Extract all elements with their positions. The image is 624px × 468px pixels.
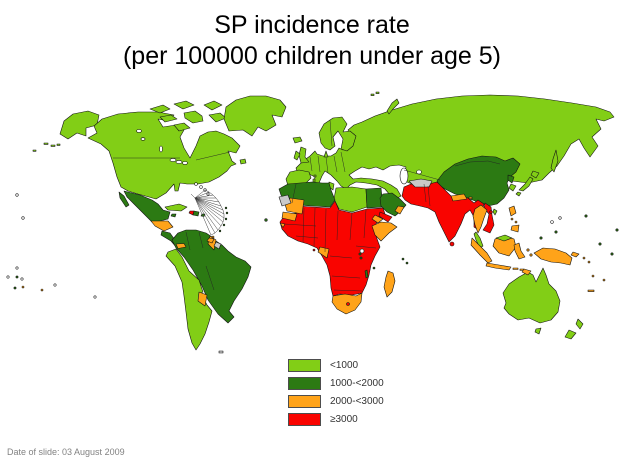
- regions-under-1000-overlay: [165, 248, 213, 351]
- country-borders: [113, 119, 501, 292]
- small-islands-white: [6, 182, 562, 299]
- legend-label-1000-2000: 1000-<2000: [330, 378, 384, 389]
- legend-item-under-1000: <1000: [288, 359, 384, 372]
- regions-1000-2000-overlay: [13, 206, 619, 290]
- slide-title-line1: SP incidence rate: [214, 11, 410, 39]
- slide-title: SP incidence rate (per 100000 children u…: [0, 10, 624, 71]
- regions-3000-plus-overlay: [346, 302, 350, 306]
- legend-label-under-1000: <1000: [330, 360, 359, 371]
- legend-swatch-1000-2000: [288, 377, 321, 390]
- legend-label-3000-plus: ≥3000: [330, 414, 358, 425]
- legend-swatch-2000-3000: [288, 395, 321, 408]
- legend: <1000 1000-<2000 2000-<3000 ≥3000: [288, 359, 384, 431]
- regions-under-1000-overlay2: [495, 234, 513, 242]
- lakes: [136, 129, 422, 254]
- legend-swatch-3000-plus: [288, 413, 321, 426]
- legend-item-3000-plus: ≥3000: [288, 413, 384, 426]
- legend-label-2000-3000: 2000-<3000: [330, 396, 384, 407]
- regions-no-data: [213, 178, 433, 354]
- legend-item-1000-2000: 1000-<2000: [288, 377, 384, 390]
- legend-item-2000-3000: 2000-<3000: [288, 395, 384, 408]
- caribbean-leader-lines: [190, 189, 225, 236]
- regions-under-1000-base: [32, 91, 615, 340]
- legend-swatch-under-1000: [288, 359, 321, 372]
- date-of-slide: Date of slide: 03 August 2009: [7, 447, 125, 457]
- slide-title-line2: (per 100000 children under age 5): [122, 41, 502, 70]
- regions-2000-3000: [21, 193, 606, 315]
